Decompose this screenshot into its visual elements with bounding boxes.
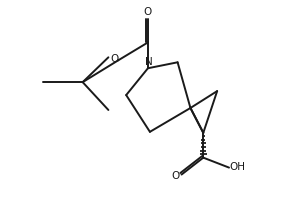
Text: O: O	[143, 7, 151, 17]
Text: O: O	[171, 171, 179, 181]
Text: OH: OH	[229, 162, 245, 172]
Text: O: O	[111, 54, 119, 64]
Text: N: N	[145, 57, 153, 67]
